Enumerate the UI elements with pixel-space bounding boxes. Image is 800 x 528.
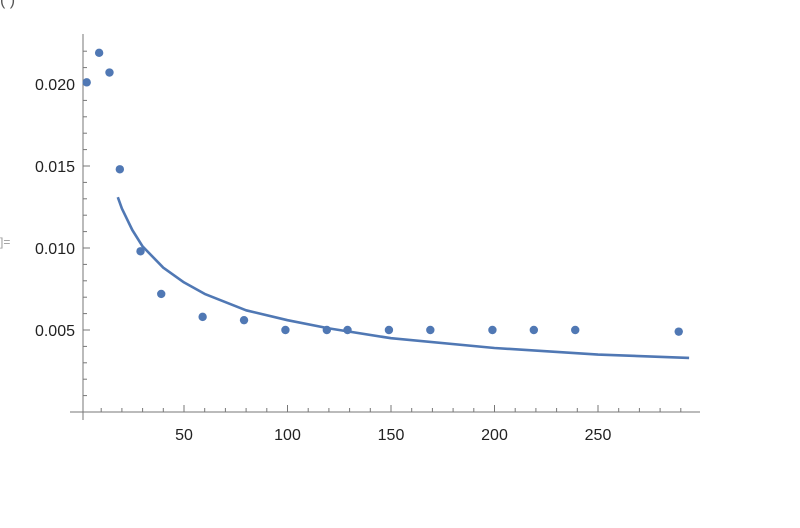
data-point — [571, 325, 580, 335]
data-point — [529, 325, 539, 335]
y-tick-label: 0.010 — [35, 241, 75, 258]
x-tick-label: 250 — [585, 427, 612, 444]
data-point — [426, 325, 435, 335]
data-point — [343, 325, 352, 335]
fit-curve — [116, 196, 690, 360]
y-tick-label: 0.020 — [35, 77, 75, 94]
x-tick-label: 200 — [481, 427, 508, 444]
x-tick-label: 50 — [175, 427, 193, 444]
x-tick-label: 150 — [378, 427, 405, 444]
data-point — [94, 48, 104, 58]
data-point — [322, 325, 332, 335]
tick-labels: 50 100 150 200 250 0.005 0.010 0.015 0.020 — [35, 77, 611, 444]
axes — [70, 34, 700, 420]
data-points — [82, 48, 683, 336]
data-point — [115, 165, 125, 174]
data-point — [198, 312, 207, 322]
y-tick-label: 0.015 — [35, 159, 75, 176]
axis-ticks — [83, 50, 682, 412]
data-point — [384, 325, 394, 335]
data-point — [281, 325, 290, 335]
data-point — [488, 325, 497, 335]
data-point — [157, 289, 166, 299]
data-point — [674, 327, 683, 336]
data-point — [105, 68, 114, 77]
data-point — [136, 247, 145, 256]
x-tick-label: 100 — [274, 427, 301, 444]
output-cell-label: ]= — [0, 235, 11, 249]
data-point — [239, 315, 249, 325]
y-tick-label: 0.005 — [35, 323, 75, 340]
data-point — [82, 78, 91, 87]
cell-input-fragment: ( ) — [0, 0, 16, 9]
